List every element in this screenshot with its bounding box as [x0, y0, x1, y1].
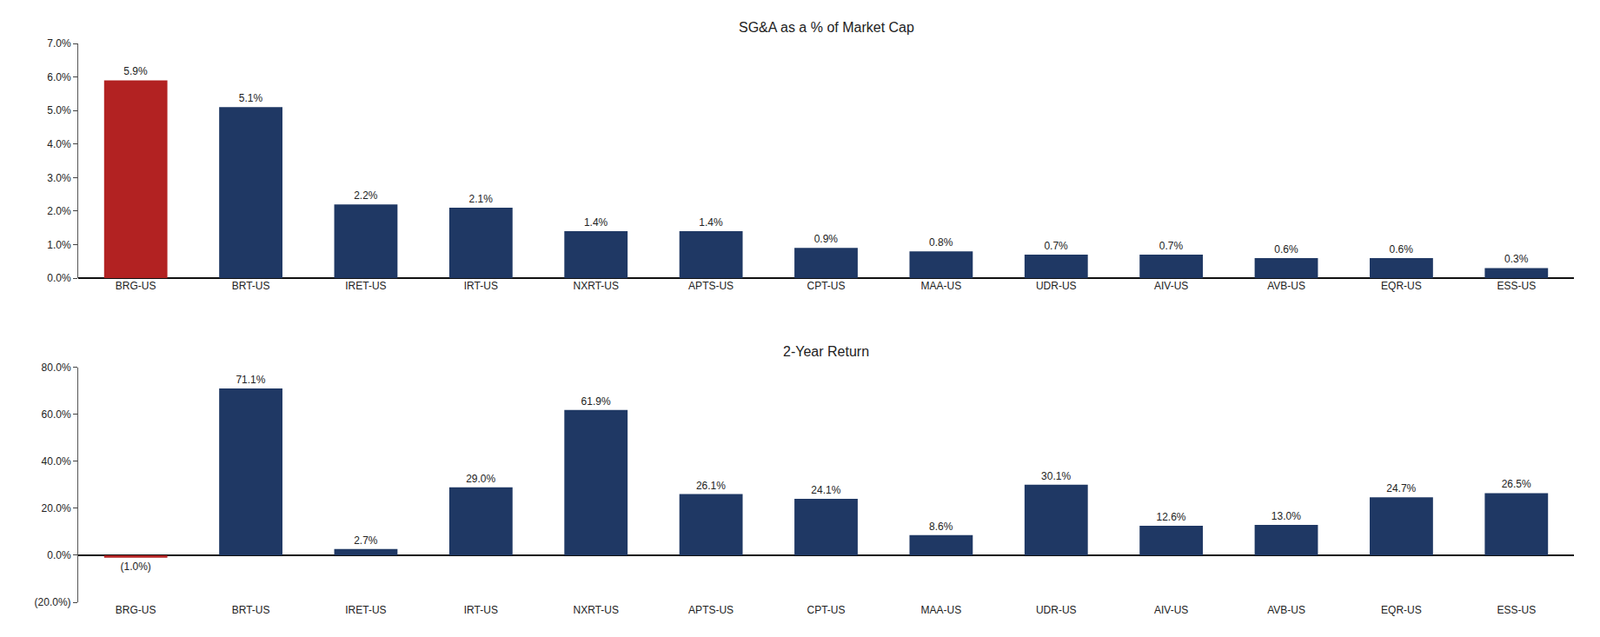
svg-text:BRT-US: BRT-US — [232, 604, 271, 617]
svg-text:(20.0%): (20.0%) — [34, 596, 72, 609]
svg-text:IRT-US: IRT-US — [464, 604, 498, 617]
svg-text:NXRT-US: NXRT-US — [573, 604, 619, 617]
svg-text:6.0%: 6.0% — [46, 71, 72, 84]
svg-text:61.9%: 61.9% — [581, 395, 611, 408]
svg-text:AIV-US: AIV-US — [1154, 604, 1189, 617]
svg-text:APTS-US: APTS-US — [688, 604, 734, 617]
svg-text:5.0%: 5.0% — [46, 104, 72, 117]
svg-text:AIV-US: AIV-US — [1154, 279, 1189, 293]
svg-text:13.0%: 13.0% — [1271, 510, 1302, 523]
svg-text:AVB-US: AVB-US — [1267, 604, 1306, 617]
svg-text:29.0%: 29.0% — [465, 472, 496, 485]
svg-text:ESS-US: ESS-US — [1496, 279, 1536, 293]
svg-text:CPT-US: CPT-US — [806, 279, 845, 293]
svg-text:4.0%: 4.0% — [46, 138, 72, 151]
svg-text:0.6%: 0.6% — [1274, 243, 1299, 256]
svg-text:1.4%: 1.4% — [584, 216, 609, 229]
svg-text:0.8%: 0.8% — [929, 236, 954, 249]
svg-text:60.0%: 60.0% — [41, 408, 72, 421]
svg-text:BRT-US: BRT-US — [232, 279, 271, 293]
svg-text:5.1%: 5.1% — [239, 92, 264, 105]
svg-text:EQR-US: EQR-US — [1380, 604, 1422, 617]
svg-text:EQR-US: EQR-US — [1380, 279, 1422, 293]
svg-text:5.9%: 5.9% — [123, 65, 148, 78]
svg-text:AVB-US: AVB-US — [1267, 279, 1306, 293]
svg-text:MAA-US: MAA-US — [921, 604, 963, 617]
svg-text:2.7%: 2.7% — [353, 534, 379, 547]
svg-text:IRET-US: IRET-US — [345, 604, 386, 617]
svg-text:IRET-US: IRET-US — [345, 279, 386, 293]
svg-text:2-Year Return: 2-Year Return — [783, 344, 870, 359]
svg-text:0.6%: 0.6% — [1389, 243, 1415, 256]
svg-text:ESS-US: ESS-US — [1496, 604, 1536, 617]
svg-text:26.5%: 26.5% — [1501, 478, 1532, 491]
svg-text:2.2%: 2.2% — [353, 189, 379, 202]
svg-text:UDR-US: UDR-US — [1035, 279, 1077, 293]
svg-text:26.1%: 26.1% — [696, 479, 726, 492]
svg-text:24.7%: 24.7% — [1386, 482, 1416, 495]
svg-text:0.7%: 0.7% — [1043, 239, 1069, 253]
svg-text:SG&A as a % of Market Cap: SG&A as a % of Market Cap — [738, 19, 915, 35]
svg-text:MAA-US: MAA-US — [921, 279, 963, 293]
svg-text:BRG-US: BRG-US — [115, 279, 157, 293]
svg-text:NXRT-US: NXRT-US — [573, 279, 619, 293]
svg-text:8.6%: 8.6% — [929, 520, 954, 533]
svg-text:2.0%: 2.0% — [46, 205, 72, 218]
svg-text:7.0%: 7.0% — [46, 37, 72, 50]
svg-text:12.6%: 12.6% — [1155, 511, 1186, 524]
svg-text:40.0%: 40.0% — [41, 455, 72, 468]
svg-text:0.0%: 0.0% — [46, 272, 72, 285]
svg-text:1.4%: 1.4% — [698, 216, 724, 229]
svg-text:30.1%: 30.1% — [1041, 470, 1071, 483]
svg-text:CPT-US: CPT-US — [806, 604, 845, 617]
svg-text:0.9%: 0.9% — [814, 232, 839, 246]
svg-text:0.7%: 0.7% — [1159, 239, 1184, 253]
svg-text:0.0%: 0.0% — [46, 549, 72, 562]
svg-text:24.1%: 24.1% — [810, 484, 841, 497]
svg-text:1.0%: 1.0% — [46, 239, 72, 252]
svg-text:BRG-US: BRG-US — [115, 604, 157, 617]
svg-text:APTS-US: APTS-US — [688, 279, 734, 293]
svg-text:80.0%: 80.0% — [41, 361, 72, 374]
svg-text:71.1%: 71.1% — [235, 373, 266, 386]
svg-text:20.0%: 20.0% — [41, 502, 72, 515]
svg-text:UDR-US: UDR-US — [1035, 604, 1077, 617]
svg-text:3.0%: 3.0% — [46, 172, 72, 185]
svg-text:IRT-US: IRT-US — [464, 279, 498, 293]
svg-text:0.3%: 0.3% — [1504, 252, 1529, 266]
svg-text:(1.0%): (1.0%) — [120, 560, 152, 573]
svg-text:2.1%: 2.1% — [469, 192, 494, 206]
